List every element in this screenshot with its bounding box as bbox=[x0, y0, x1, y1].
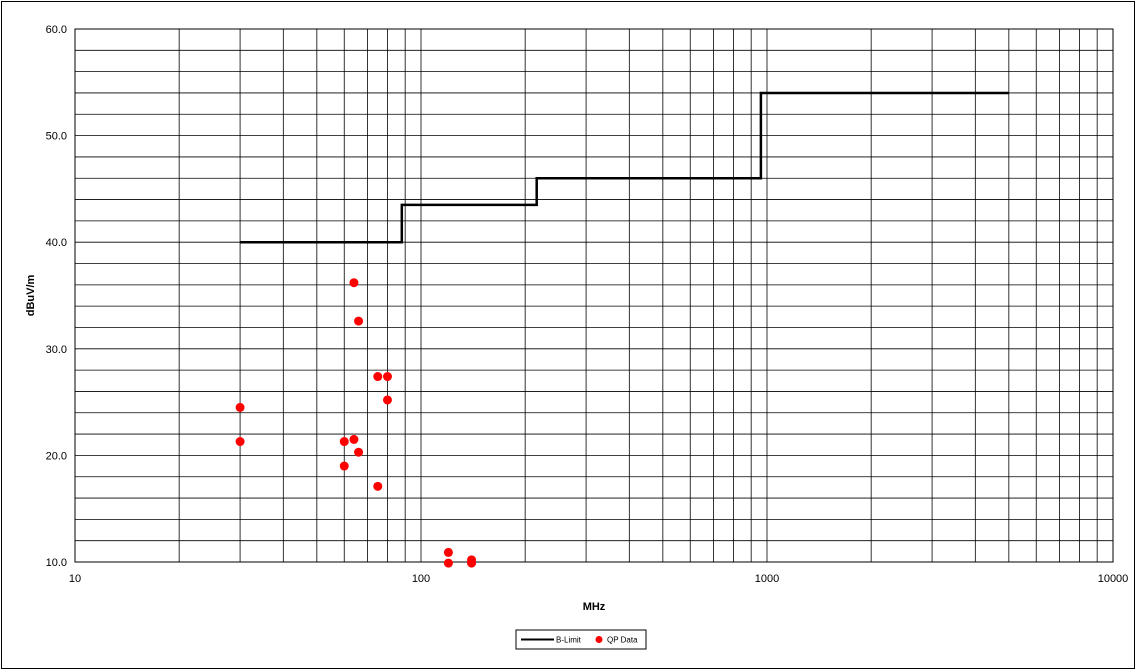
qp-data-point bbox=[349, 434, 359, 444]
y-tick-label: 30.0 bbox=[46, 344, 67, 356]
qp-data-point bbox=[349, 278, 359, 288]
legend-swatch-qp-data bbox=[595, 636, 603, 643]
qp-data-point bbox=[373, 481, 383, 491]
qp-data-point bbox=[235, 402, 245, 412]
y-tick-label: 50.0 bbox=[46, 131, 67, 143]
y-tick-label: 20.0 bbox=[46, 450, 67, 462]
chart-svg: 10 100 1000 10000 10.0 20.0 30.0 40.0 50.0 60.0 M… bbox=[25, 24, 1129, 650]
x-tick-label: 10000 bbox=[1098, 573, 1129, 585]
legend-box bbox=[515, 629, 647, 650]
qp-data-point bbox=[467, 558, 477, 568]
qp-data-point bbox=[354, 316, 364, 326]
legend-label-b-limit: B-Limit bbox=[556, 636, 582, 645]
plot-area bbox=[74, 28, 1114, 563]
y-axis-label: dBuV/m bbox=[25, 275, 37, 317]
x-tick-label: 100 bbox=[412, 573, 430, 585]
x-tick-label: 10 bbox=[69, 573, 81, 585]
y-tick-label: 10.0 bbox=[46, 557, 67, 569]
legend-label-qp-data: QP Data bbox=[607, 636, 638, 645]
x-tick-label: 1000 bbox=[755, 573, 779, 585]
qp-data-point bbox=[235, 437, 245, 447]
qp-data-point bbox=[339, 461, 349, 471]
x-axis-label: MHz bbox=[583, 601, 606, 613]
qp-data-point bbox=[443, 558, 453, 568]
y-tick-label: 40.0 bbox=[46, 237, 67, 249]
series-line-b-limit bbox=[240, 91, 1009, 244]
tick-labels: 10 100 1000 10000 10.0 20.0 30.0 40.0 50.0 60.0 bbox=[46, 24, 1129, 585]
qp-data-point bbox=[382, 372, 392, 382]
qp-data-point bbox=[354, 447, 364, 457]
legend: B-Limit QP Data bbox=[515, 629, 647, 650]
qp-data-point bbox=[373, 372, 383, 382]
qp-data-point bbox=[339, 437, 349, 447]
grid-lines bbox=[75, 29, 1113, 562]
series-layer bbox=[235, 91, 1009, 568]
y-tick-label: 60.0 bbox=[46, 24, 67, 36]
qp-data-point bbox=[382, 395, 392, 405]
qp-data-point bbox=[443, 547, 453, 557]
